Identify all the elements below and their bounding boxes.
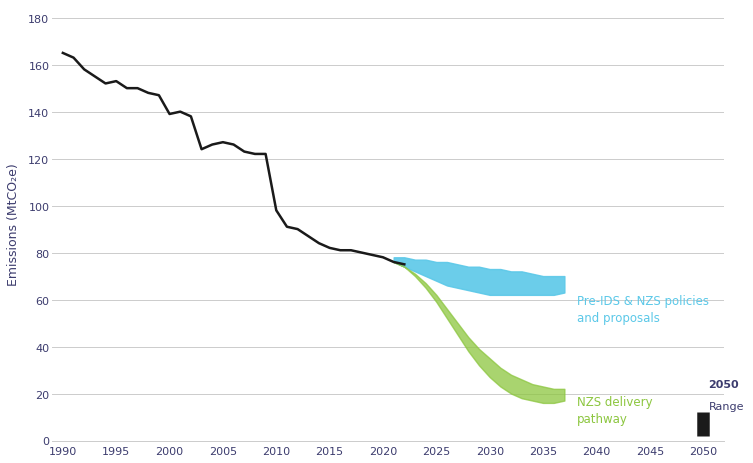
Text: 2050: 2050 xyxy=(709,379,739,389)
Text: Range: Range xyxy=(709,400,744,411)
Y-axis label: Emissions (MtCO₂e): Emissions (MtCO₂e) xyxy=(7,163,20,285)
Text: Pre-IDS & NZS policies
and proposals: Pre-IDS & NZS policies and proposals xyxy=(578,294,709,324)
Text: NZS delivery
pathway: NZS delivery pathway xyxy=(578,395,653,425)
